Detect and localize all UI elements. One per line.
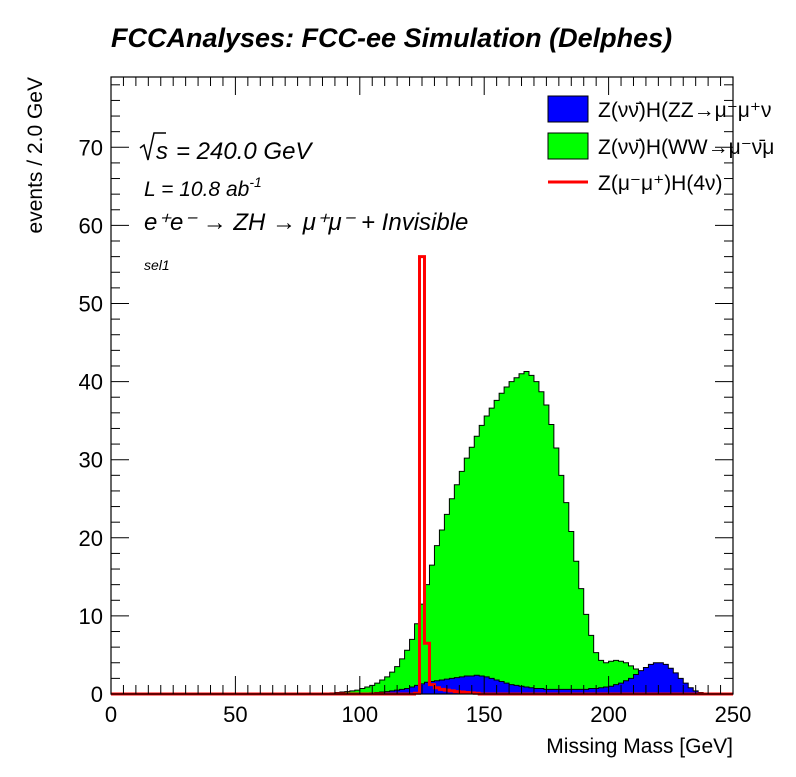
- y-tick-label: 30: [79, 448, 103, 473]
- x-tick-label: 100: [341, 702, 378, 727]
- legend-label-zz: Z(νν̄)H(ZZ→μ⁻μ⁺ν: [598, 99, 772, 122]
- x-tick-label: 50: [223, 702, 247, 727]
- x-axis-label: Missing Mass [GeV]: [546, 735, 733, 758]
- y-tick-label: 20: [79, 526, 103, 551]
- x-tick-label: 200: [590, 702, 627, 727]
- filled-series-layer: [324, 370, 709, 695]
- y-tick-label: 0: [91, 682, 103, 707]
- legend-swatch-ww: [547, 132, 589, 160]
- plot-frame: [110, 76, 734, 695]
- y-tick-label: 60: [79, 213, 103, 238]
- chart-title: FCCAnalyses: FCC-ee Simulation (Delphes): [111, 23, 672, 53]
- legend-label-ww: Z(νν̄)H(WW→μ⁻ν̄μ: [598, 136, 774, 159]
- selection-annotation: sel1: [144, 257, 170, 273]
- y-axis: 0 10 20 30 40 50 60 70: [79, 84, 733, 707]
- y-tick-label: 10: [79, 604, 103, 629]
- y-tick-label: 50: [79, 291, 103, 316]
- luminosity-exponent: -1: [249, 174, 261, 190]
- x-tick-label: 250: [715, 702, 752, 727]
- luminosity-annotation: L = 10.8 ab-1: [144, 174, 262, 201]
- legend: Z(νν̄)H(ZZ→μ⁻μ⁺ν Z(νν̄)H(WW→μ⁻ν̄μ Z(μ⁻μ⁺…: [547, 95, 774, 195]
- series-fill-1: [324, 370, 664, 695]
- y-tick-label: 70: [79, 135, 103, 160]
- x-axis: 0 50 100 150 200 250: [105, 77, 751, 727]
- sqrt-s-annotation: s = 240.0 GeV: [139, 132, 313, 165]
- x-tick-label: 0: [105, 702, 117, 727]
- y-tick-label: 40: [79, 370, 103, 395]
- sqrt-s-value: = 240.0 GeV: [176, 138, 313, 165]
- legend-swatch-zz: [547, 95, 589, 123]
- legend-label-mumu: Z(μ⁻μ⁺)H(4ν): [598, 172, 723, 195]
- sqrt-s-variable: s: [156, 138, 168, 165]
- x-tick-label: 150: [466, 702, 503, 727]
- luminosity-text: L = 10.8 ab: [144, 178, 250, 201]
- y-axis-label: events / 2.0 GeV: [24, 77, 47, 233]
- sqrt-symbol: [139, 132, 166, 161]
- process-annotation: e⁺e⁻ → ZH → μ⁺μ⁻ + Invisible: [144, 209, 468, 236]
